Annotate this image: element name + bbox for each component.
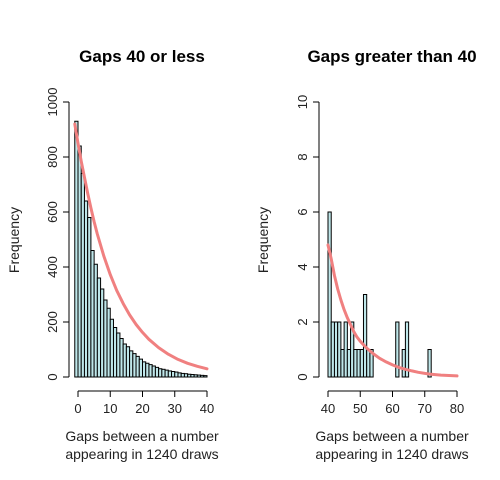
histogram-bar <box>395 321 400 378</box>
fit-curve-group <box>73 122 209 371</box>
bars-group <box>74 120 208 378</box>
fit-curve-group <box>326 243 459 378</box>
histogram-bar <box>362 294 368 378</box>
x-tick-label: 40 <box>200 401 214 416</box>
y-tick-label: 600 <box>45 201 60 223</box>
x-tick-label: 50 <box>353 401 367 416</box>
x-axis: 40 50 60 70 80 <box>321 390 464 416</box>
x-axis-label-line-2: appearing in 1240 draws <box>315 446 468 462</box>
y-axis: 0 200 400 600 800 1000 <box>45 88 70 381</box>
histogram-bar <box>327 211 332 378</box>
chart-title: Gaps 40 or less <box>79 47 205 66</box>
histogram-bar <box>203 375 208 378</box>
x-tick-label: 40 <box>321 401 335 416</box>
y-tick-label: 10 <box>295 95 310 109</box>
x-tick-label: 80 <box>450 401 464 416</box>
y-tick-label: 2 <box>295 318 310 325</box>
chart-title: Gaps greater than 40 <box>307 47 476 66</box>
x-tick-label: 70 <box>418 401 432 416</box>
histogram-bar <box>369 349 374 378</box>
histogram-bar <box>427 349 432 378</box>
x-tick-label: 20 <box>135 401 149 416</box>
panel-left: Gaps 40 or less Frequency Gaps between a… <box>6 47 219 462</box>
y-tick-label: 8 <box>295 153 310 160</box>
x-tick-label: 30 <box>168 401 182 416</box>
x-axis-label-line-1: Gaps between a number <box>315 428 469 444</box>
panel-right: Gaps greater than 40 Frequency Gaps betw… <box>255 47 477 462</box>
y-tick-label: 6 <box>295 208 310 215</box>
x-tick-label: 10 <box>103 401 117 416</box>
y-tick-label: 200 <box>45 311 60 333</box>
y-tick-label: 4 <box>295 263 310 270</box>
y-tick-label: 0 <box>295 373 310 380</box>
y-tick-label: 1000 <box>45 88 60 117</box>
x-axis-label-line-1: Gaps between a number <box>65 428 219 444</box>
x-tick-label: 0 <box>74 401 81 416</box>
y-axis-label: Frequency <box>6 207 22 273</box>
y-axis: 0 2 4 6 8 10 <box>295 95 320 381</box>
y-tick-label: 800 <box>45 146 60 168</box>
fit-curve-line <box>73 122 209 371</box>
y-tick-label: 0 <box>45 373 60 380</box>
x-axis-label-line-2: appearing in 1240 draws <box>65 446 218 462</box>
x-axis: 0 10 20 30 40 <box>74 390 214 416</box>
fit-curve-line <box>326 243 459 378</box>
y-axis-label: Frequency <box>255 207 271 273</box>
y-tick-label: 400 <box>45 256 60 278</box>
bars-group <box>327 211 432 378</box>
histogram-bar <box>404 321 410 378</box>
x-tick-label: 60 <box>385 401 399 416</box>
